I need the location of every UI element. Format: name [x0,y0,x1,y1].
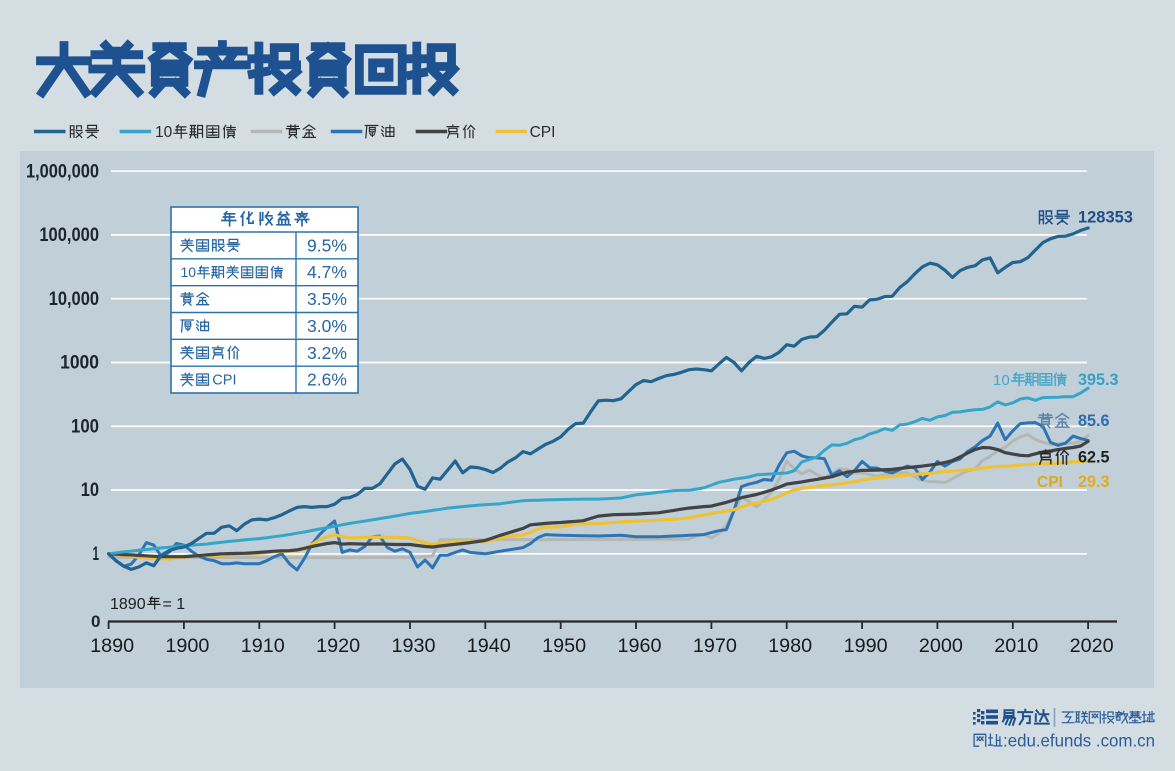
svg-text:CPI: CPI [530,124,556,141]
svg-text:1930: 1930 [392,635,436,657]
svg-text:128353: 128353 [1078,209,1133,227]
svg-text:1940: 1940 [467,635,511,657]
svg-text:1990: 1990 [844,635,888,657]
svg-text:0: 0 [91,612,100,631]
svg-text:1: 1 [93,543,100,565]
svg-text:10: 10 [993,372,1010,389]
svg-text:29.3: 29.3 [1078,473,1110,491]
svg-text:1000: 1000 [60,352,99,374]
svg-text:2010: 2010 [994,635,1038,657]
svg-text:2000: 2000 [919,635,963,657]
svg-text:62.5: 62.5 [1078,449,1109,467]
svg-text:4.7%: 4.7% [307,262,347,282]
svg-text:= 1: = 1 [163,596,186,613]
svg-text:10: 10 [181,264,197,280]
svg-text:1950: 1950 [542,635,586,657]
svg-text:10: 10 [155,124,173,141]
svg-text:85.6: 85.6 [1078,412,1109,430]
svg-text:2020: 2020 [1070,635,1114,657]
svg-text:3.2%: 3.2% [307,343,347,363]
svg-text:1980: 1980 [768,635,812,657]
svg-text:CPI: CPI [1037,474,1063,491]
svg-text::edu.efunds .com.cn: :edu.efunds .com.cn [1003,731,1155,751]
svg-text:1,000,000: 1,000,000 [26,160,99,182]
svg-text:10,000: 10,000 [49,288,99,310]
svg-text:100: 100 [71,416,99,438]
svg-text:9.5%: 9.5% [307,235,347,255]
svg-text:395.3: 395.3 [1078,371,1119,389]
svg-text:2.6%: 2.6% [307,370,347,390]
svg-text:1890: 1890 [110,596,146,613]
svg-text:100,000: 100,000 [39,224,99,246]
svg-text:1920: 1920 [316,635,360,657]
svg-text:3.5%: 3.5% [307,289,347,309]
svg-text:3.0%: 3.0% [307,316,347,336]
svg-text:1900: 1900 [165,635,209,657]
svg-text:1910: 1910 [241,635,285,657]
svg-text:CPI: CPI [212,373,236,389]
svg-text:1890: 1890 [90,635,134,657]
svg-text:10: 10 [81,479,99,501]
svg-text:1960: 1960 [618,635,662,657]
svg-text:1970: 1970 [693,635,737,657]
